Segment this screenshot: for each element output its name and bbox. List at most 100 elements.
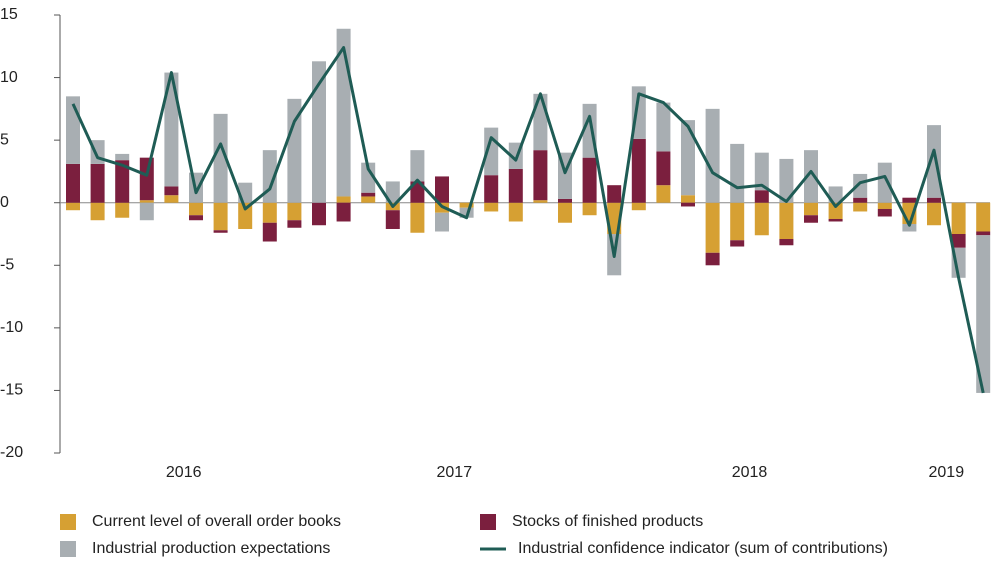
bar <box>139 200 154 203</box>
bar <box>631 202 646 211</box>
legend-label: Industrial production expectations <box>92 540 330 557</box>
bar <box>607 185 622 203</box>
bar <box>582 157 597 203</box>
x-group-label: 2019 <box>929 464 965 481</box>
bar <box>705 108 720 203</box>
bar <box>656 151 671 186</box>
bar <box>582 202 597 216</box>
bar <box>66 202 80 211</box>
bar <box>312 61 326 203</box>
bar <box>90 163 105 203</box>
bar <box>976 235 991 393</box>
legend-label: Industrial confidence indicator (sum of … <box>518 540 888 557</box>
y-tick-label: 15 <box>0 6 18 23</box>
bar <box>484 175 499 203</box>
bar <box>804 215 818 223</box>
bar <box>754 190 769 203</box>
bar <box>164 186 179 196</box>
bar <box>410 150 425 182</box>
y-tick-label: -15 <box>0 382 23 399</box>
bar <box>533 93 548 151</box>
bar <box>828 186 843 203</box>
y-tick-label: 10 <box>0 69 18 86</box>
bar <box>385 210 400 229</box>
bar <box>705 252 720 266</box>
bar <box>902 197 917 203</box>
bar <box>533 150 548 201</box>
bar <box>262 222 277 242</box>
bar <box>730 240 745 247</box>
bar <box>951 234 966 248</box>
bar <box>681 195 695 203</box>
x-group-label: 2016 <box>166 464 202 481</box>
bar <box>484 202 499 212</box>
bar <box>779 158 794 203</box>
bar <box>779 202 794 240</box>
legend-swatch <box>60 541 76 557</box>
bar <box>558 202 572 223</box>
bar <box>213 113 228 203</box>
bar <box>976 231 991 236</box>
bar <box>361 196 376 203</box>
bar <box>976 202 991 232</box>
bar <box>435 176 449 203</box>
bar <box>213 202 228 231</box>
y-tick-label: 0 <box>0 194 9 211</box>
bar <box>90 202 105 221</box>
bar <box>139 157 154 201</box>
bar <box>877 202 892 209</box>
bar <box>877 162 892 203</box>
bar <box>681 202 695 207</box>
legend-label: Current level of overall order books <box>92 513 341 530</box>
bar <box>754 202 769 236</box>
bar <box>828 202 843 219</box>
bar <box>385 181 400 203</box>
bar <box>927 197 941 203</box>
bar <box>804 150 818 203</box>
bar <box>164 72 179 187</box>
bar <box>853 197 868 203</box>
bar <box>115 153 130 161</box>
bar <box>951 202 966 234</box>
bar <box>631 138 646 203</box>
bar <box>361 162 376 193</box>
bar <box>262 202 277 223</box>
bar <box>927 202 941 226</box>
y-tick-label: -20 <box>0 444 23 461</box>
bar <box>435 212 449 232</box>
bar <box>287 98 302 203</box>
bar <box>533 200 548 203</box>
bar <box>754 152 769 191</box>
bar <box>312 202 326 226</box>
x-group-label: 2018 <box>732 464 768 481</box>
bar <box>189 215 203 221</box>
bar <box>853 202 868 212</box>
bar <box>66 163 80 203</box>
bar <box>336 202 351 222</box>
bar <box>681 120 695 196</box>
bar <box>927 125 941 198</box>
x-group-label: 2017 <box>437 464 473 481</box>
legend-label: Stocks of finished products <box>512 513 703 530</box>
bar <box>189 202 203 216</box>
bar <box>213 230 228 233</box>
legend-swatch <box>480 514 496 530</box>
bar <box>705 202 720 253</box>
bar <box>508 202 523 222</box>
bar <box>336 196 351 203</box>
bar <box>115 202 130 218</box>
bar <box>902 223 917 232</box>
bar <box>508 168 523 203</box>
line <box>71 46 985 394</box>
bar <box>656 102 671 152</box>
bar <box>287 202 302 221</box>
bar <box>779 239 794 246</box>
bar <box>410 181 425 203</box>
bar <box>877 208 892 217</box>
bar <box>730 202 745 241</box>
y-tick-label: -10 <box>0 319 23 336</box>
bar <box>139 202 154 221</box>
bar <box>828 218 843 222</box>
bar <box>361 192 376 197</box>
